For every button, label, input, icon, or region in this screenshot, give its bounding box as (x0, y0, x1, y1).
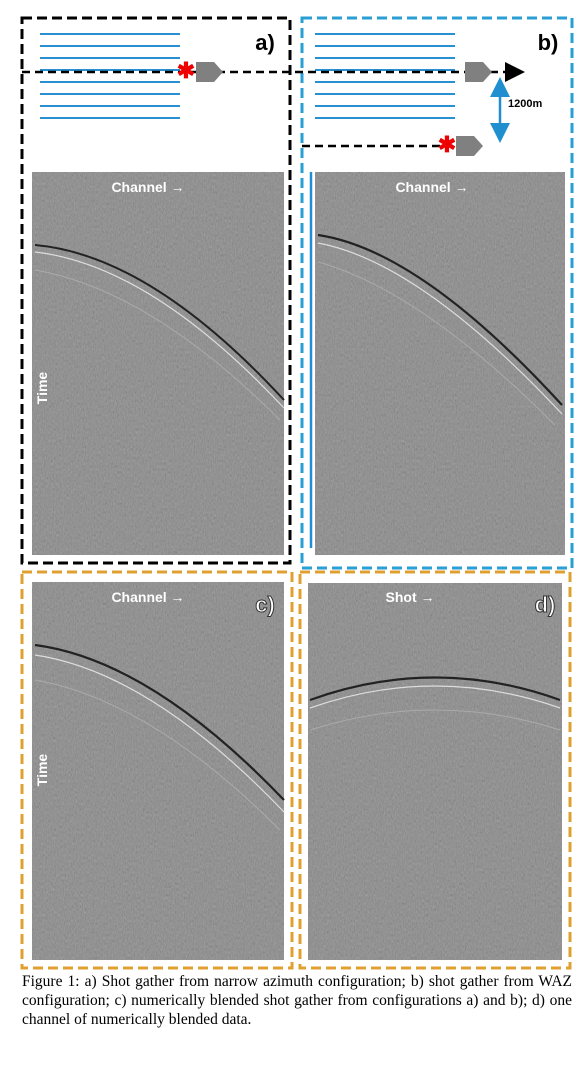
distance-label: 1200m (508, 98, 542, 110)
panel-d-border (298, 570, 572, 970)
axis-label: Shot → (386, 589, 435, 605)
axis-label: Channel → (395, 179, 468, 195)
caption: Figure 1: a) Shot gather from narrow azi… (22, 973, 572, 1028)
panel-label: d) (535, 592, 556, 617)
axis-label: Time (34, 754, 50, 787)
vessel (456, 136, 483, 156)
panel-a-border (20, 16, 292, 565)
panel-c-border (20, 570, 294, 970)
seismic-c (32, 582, 285, 960)
panel-b-border (300, 16, 574, 570)
axis-label: Time (34, 372, 50, 405)
vessel (196, 62, 223, 82)
seismic-b (315, 172, 565, 555)
seismic-a (32, 172, 285, 555)
vessel (465, 62, 492, 82)
seismic-d (308, 583, 562, 960)
panel-label: b) (538, 30, 559, 55)
axis-label: Channel → (111, 179, 184, 195)
source: ✱ (438, 132, 456, 157)
source: ✱ (177, 58, 195, 83)
panel-label: c) (255, 592, 275, 617)
axis-label: Channel → (111, 589, 184, 605)
figure: ✱ ✱ 1200m a) b) c) d) Channel → Channel (20, 16, 574, 970)
panel-label: a) (255, 30, 275, 55)
streamers (40, 33, 455, 119)
